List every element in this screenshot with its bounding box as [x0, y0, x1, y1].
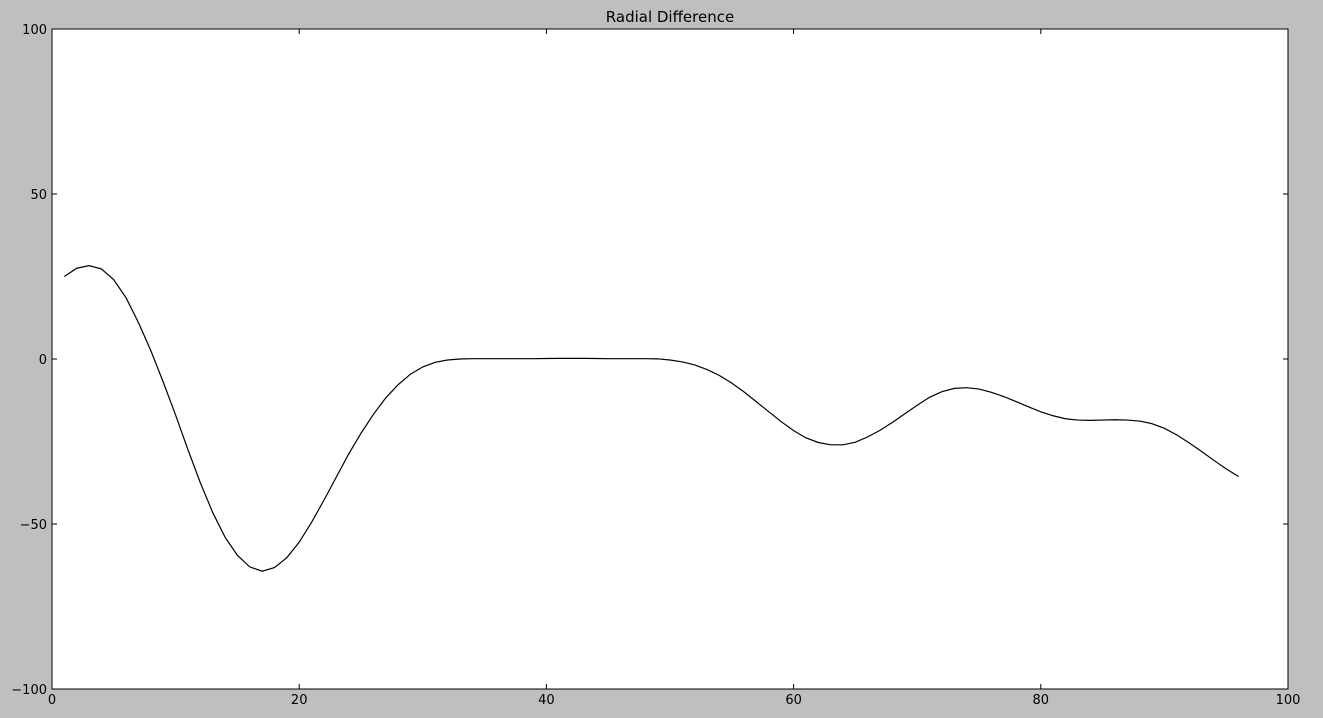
y-tick-label: −50: [20, 518, 47, 533]
y-tick-label: 100: [22, 23, 47, 38]
series-line: [64, 264, 1239, 572]
x-tick-label: 0: [48, 693, 56, 708]
y-tick-label: 50: [30, 188, 47, 203]
axis-tick-labels: 0 20 40 60 80 100 −100 −50 0 50 100: [11, 23, 1300, 708]
x-tick-label: 40: [538, 693, 555, 708]
x-tick-label: 80: [1033, 693, 1050, 708]
x-tick-label: 20: [291, 693, 308, 708]
plot-area: [52, 29, 1288, 689]
plot-frame: [51, 28, 1289, 690]
y-tick-label: 0: [39, 353, 47, 368]
x-tick-label: 60: [785, 693, 802, 708]
y-tick-label: −100: [11, 683, 47, 698]
chart-title: Radial Difference: [606, 8, 734, 26]
x-tick-label: 100: [1276, 693, 1301, 708]
